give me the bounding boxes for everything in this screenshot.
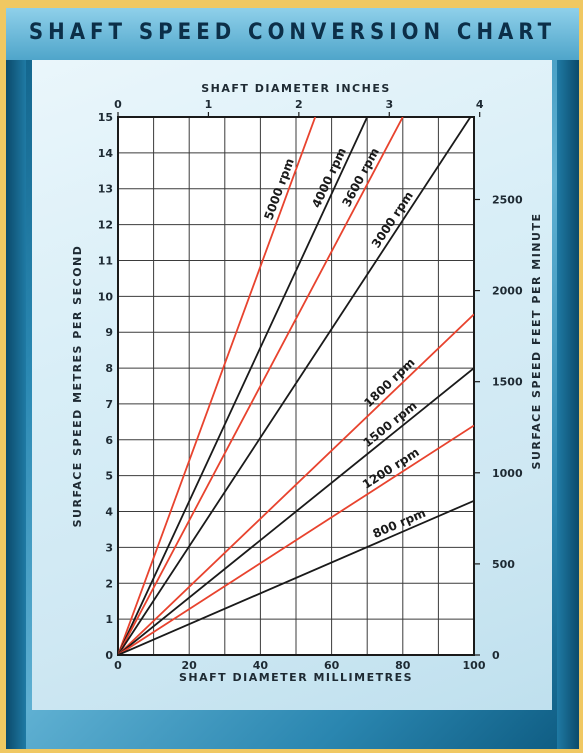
- tick-label-y-left: 8: [105, 362, 113, 375]
- tick-label-y-left: 15: [98, 111, 113, 124]
- tick-label-y-right: 0: [492, 649, 500, 662]
- tick-label-y-left: 10: [98, 290, 114, 303]
- series-line-5000-rpm: [118, 117, 317, 655]
- series-line-800-rpm: [118, 499, 474, 655]
- x-axis-top-label: SHAFT DIAMETER INCHES: [201, 82, 391, 95]
- tick-label-x-bottom: 20: [182, 659, 198, 672]
- y-axis-left-label: SURFACE SPEED METRES PER SECOND: [71, 245, 84, 528]
- tick-label-x-top: 0: [114, 98, 122, 111]
- chart-title: SHAFT SPEED CONVERSION CHART: [28, 20, 557, 45]
- tick-label-y-left: 13: [98, 183, 113, 196]
- tick-label-y-left: 14: [98, 147, 114, 160]
- frame-bevel-right: [557, 60, 579, 749]
- plot-border: [117, 116, 475, 656]
- series-line-4000-rpm: [118, 117, 369, 655]
- tick-label-x-bottom: 40: [253, 659, 269, 672]
- y-axis-right-label: SURFACE SPEED FEET PER MINUTE: [530, 213, 543, 470]
- series-line-1500-rpm: [118, 367, 474, 655]
- tick-label-y-left: 6: [105, 434, 113, 447]
- tick-label-y-right: 1500: [492, 376, 523, 389]
- frame-bevel-top: [6, 8, 579, 60]
- tick-label-y-left: 3: [105, 541, 113, 554]
- tick-label-x-bottom: 0: [114, 659, 122, 672]
- series-line-1200-rpm: [118, 424, 474, 655]
- x-axis-bottom-label: SHAFT DIAMETER MILLIMETRES: [179, 671, 413, 684]
- tick-label-y-left: 7: [105, 398, 113, 411]
- tick-label-y-right: 2000: [492, 285, 523, 298]
- series-line-3600-rpm: [118, 117, 404, 655]
- tick-label-x-bottom: 80: [395, 659, 411, 672]
- tick-label-y-left: 2: [105, 577, 113, 590]
- tick-label-y-left: 5: [105, 470, 113, 483]
- tick-label-y-left: 12: [98, 219, 113, 232]
- tick-label-x-bottom: 60: [324, 659, 340, 672]
- series-line-3000-rpm: [118, 117, 472, 655]
- tick-label-y-left: 11: [98, 254, 113, 267]
- tick-label-x-top: 4: [476, 98, 484, 111]
- tick-label-y-left: 4: [105, 506, 113, 519]
- tick-label-y-right: 1000: [492, 467, 523, 480]
- tick-label-x-top: 2: [295, 98, 303, 111]
- frame-bevel-left: [6, 60, 26, 749]
- tick-label-y-left: 1: [105, 613, 113, 626]
- tick-label-y-right: 500: [492, 558, 515, 571]
- tick-label-y-left: 9: [105, 326, 113, 339]
- tick-label-x-bottom: 100: [463, 659, 486, 672]
- series-line-1800-rpm: [118, 313, 474, 655]
- tick-label-x-top: 1: [205, 98, 213, 111]
- tick-label-y-left: 0: [105, 649, 113, 662]
- tick-label-y-right: 2500: [492, 193, 523, 206]
- tick-label-x-top: 3: [385, 98, 393, 111]
